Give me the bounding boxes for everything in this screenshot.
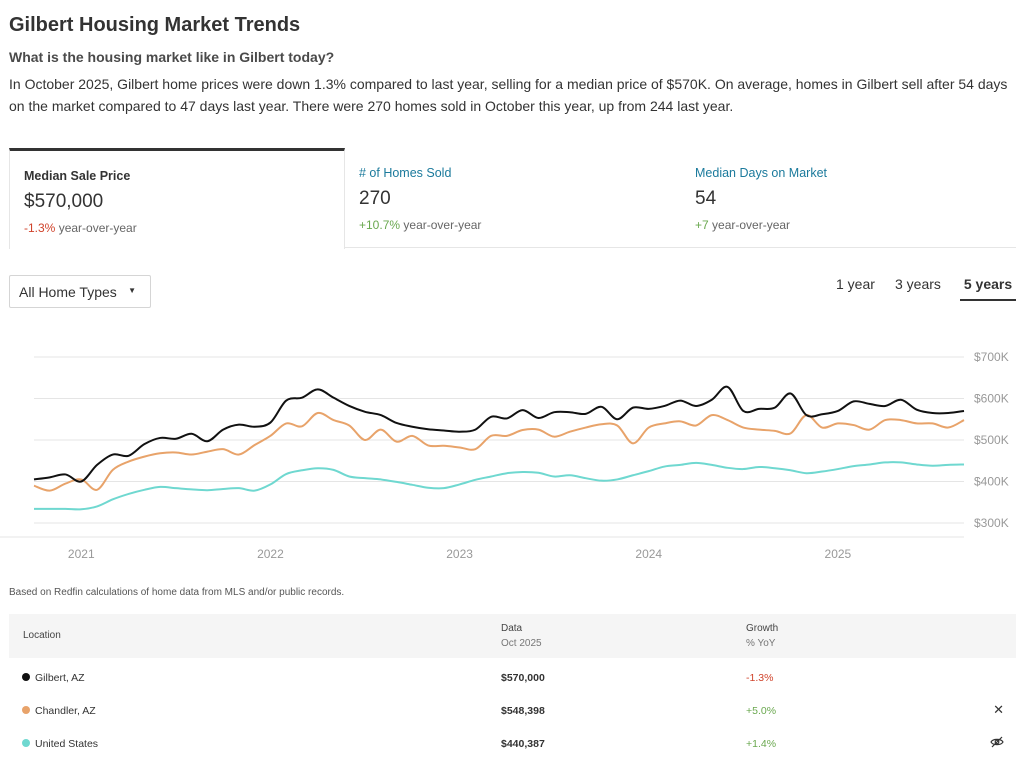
table-row: Chandler, AZ $548,398 +5.0% ✕	[9, 694, 1016, 727]
home-type-selected: All Home Types	[19, 284, 117, 300]
header-growth-unit: % YoY	[746, 638, 776, 649]
tab-label: Median Days on Market	[695, 166, 828, 180]
row-value: $440,387	[501, 738, 545, 750]
x-tick-label: 2023	[446, 547, 473, 561]
x-tick-label: 2025	[825, 547, 852, 561]
row-growth: -1.3%	[746, 672, 774, 684]
y-tick-label: $700K	[974, 350, 1009, 364]
change-suffix: year-over-year	[58, 221, 137, 235]
location-name: United States	[35, 738, 99, 750]
chart-svg: $300K $400K $500K $600K $700K 2021 2022 2023 202…	[0, 350, 1009, 561]
series-line-gilbert-az	[33, 385, 965, 483]
x-tick-label: 2024	[635, 547, 662, 561]
eye-off-icon[interactable]	[990, 735, 1004, 752]
section-subheading: What is the housing market like in Gilbe…	[9, 49, 335, 65]
header-data-period: Oct 2025	[501, 638, 542, 649]
legend-dot-icon	[22, 706, 30, 714]
range-3-years[interactable]: 3 years	[895, 276, 941, 292]
tab-label: Median Sale Price	[24, 169, 131, 183]
tab-homes-sold[interactable]: # of Homes Sold 270 +10.7% year-over-yea…	[345, 148, 681, 248]
location-name: Chandler, AZ	[35, 705, 96, 717]
row-value: $548,398	[501, 705, 545, 717]
page-title: Gilbert Housing Market Trends	[9, 14, 301, 36]
row-location: United States	[22, 738, 98, 750]
tab-value: 54	[695, 188, 717, 209]
header-growth: Growth	[746, 623, 779, 634]
tab-change: -1.3% year-over-year	[24, 221, 137, 235]
series-line-united-states	[34, 461, 965, 511]
y-tick-label: $400K	[974, 475, 1009, 489]
home-type-dropdown[interactable]: All Home Types ▼	[9, 275, 151, 308]
header-location: Location	[23, 630, 61, 641]
range-1-year[interactable]: 1 year	[836, 276, 875, 292]
data-source-footnote: Based on Redfin calculations of home dat…	[9, 587, 345, 598]
row-location: Chandler, AZ	[22, 705, 96, 717]
x-tick-label: 2021	[68, 547, 95, 561]
row-location: Gilbert, AZ	[22, 672, 85, 684]
row-growth: +5.0%	[746, 705, 777, 717]
header-data: Data	[501, 623, 523, 634]
change-value: +7	[695, 218, 709, 232]
tab-change: +10.7% year-over-year	[359, 218, 481, 232]
legend-dot-icon	[22, 673, 30, 681]
tab-value: 270	[359, 188, 391, 209]
tab-median-sale-price[interactable]: Median Sale Price $570,000 -1.3% year-ov…	[9, 148, 345, 249]
row-value: $570,000	[501, 672, 545, 684]
series-line-chandler-az	[33, 411, 965, 492]
legend-dot-icon	[22, 739, 30, 747]
caret-down-icon: ▼	[128, 286, 136, 295]
comparison-table: Location Data Oct 2025 Growth % YoY Gilb…	[9, 614, 1016, 760]
close-icon[interactable]: ✕	[993, 702, 1004, 717]
location-name: Gilbert, AZ	[35, 672, 85, 684]
change-suffix: year-over-year	[403, 218, 482, 232]
y-tick-label: $300K	[974, 516, 1009, 530]
change-value: -1.3%	[24, 221, 56, 235]
metric-tabs: Median Sale Price $570,000 -1.3% year-ov…	[9, 148, 1017, 249]
change-suffix: year-over-year	[712, 218, 791, 232]
y-tick-label: $500K	[974, 433, 1009, 447]
range-5-years[interactable]: 5 years	[960, 276, 1016, 301]
tab-value: $570,000	[24, 191, 104, 212]
tab-change: +7 year-over-year	[695, 218, 790, 232]
table-row: Gilbert, AZ $570,000 -1.3%	[9, 661, 1016, 694]
tab-label: # of Homes Sold	[359, 166, 452, 180]
table-row: United States $440,387 +1.4%	[9, 727, 1016, 760]
price-trend-chart: $300K $400K $500K $600K $700K 2021 2022 2023 202…	[0, 340, 1024, 575]
market-summary: In October 2025, Gilbert home prices wer…	[9, 76, 1008, 114]
y-tick-label: $600K	[974, 392, 1009, 406]
tab-days-on-market[interactable]: Median Days on Market 54 +7 year-over-ye…	[681, 148, 1017, 248]
change-value: +10.7%	[359, 218, 401, 232]
table-header: Location Data Oct 2025 Growth % YoY	[9, 614, 1016, 658]
x-tick-label: 2022	[257, 547, 284, 561]
row-growth: +1.4%	[746, 738, 777, 750]
